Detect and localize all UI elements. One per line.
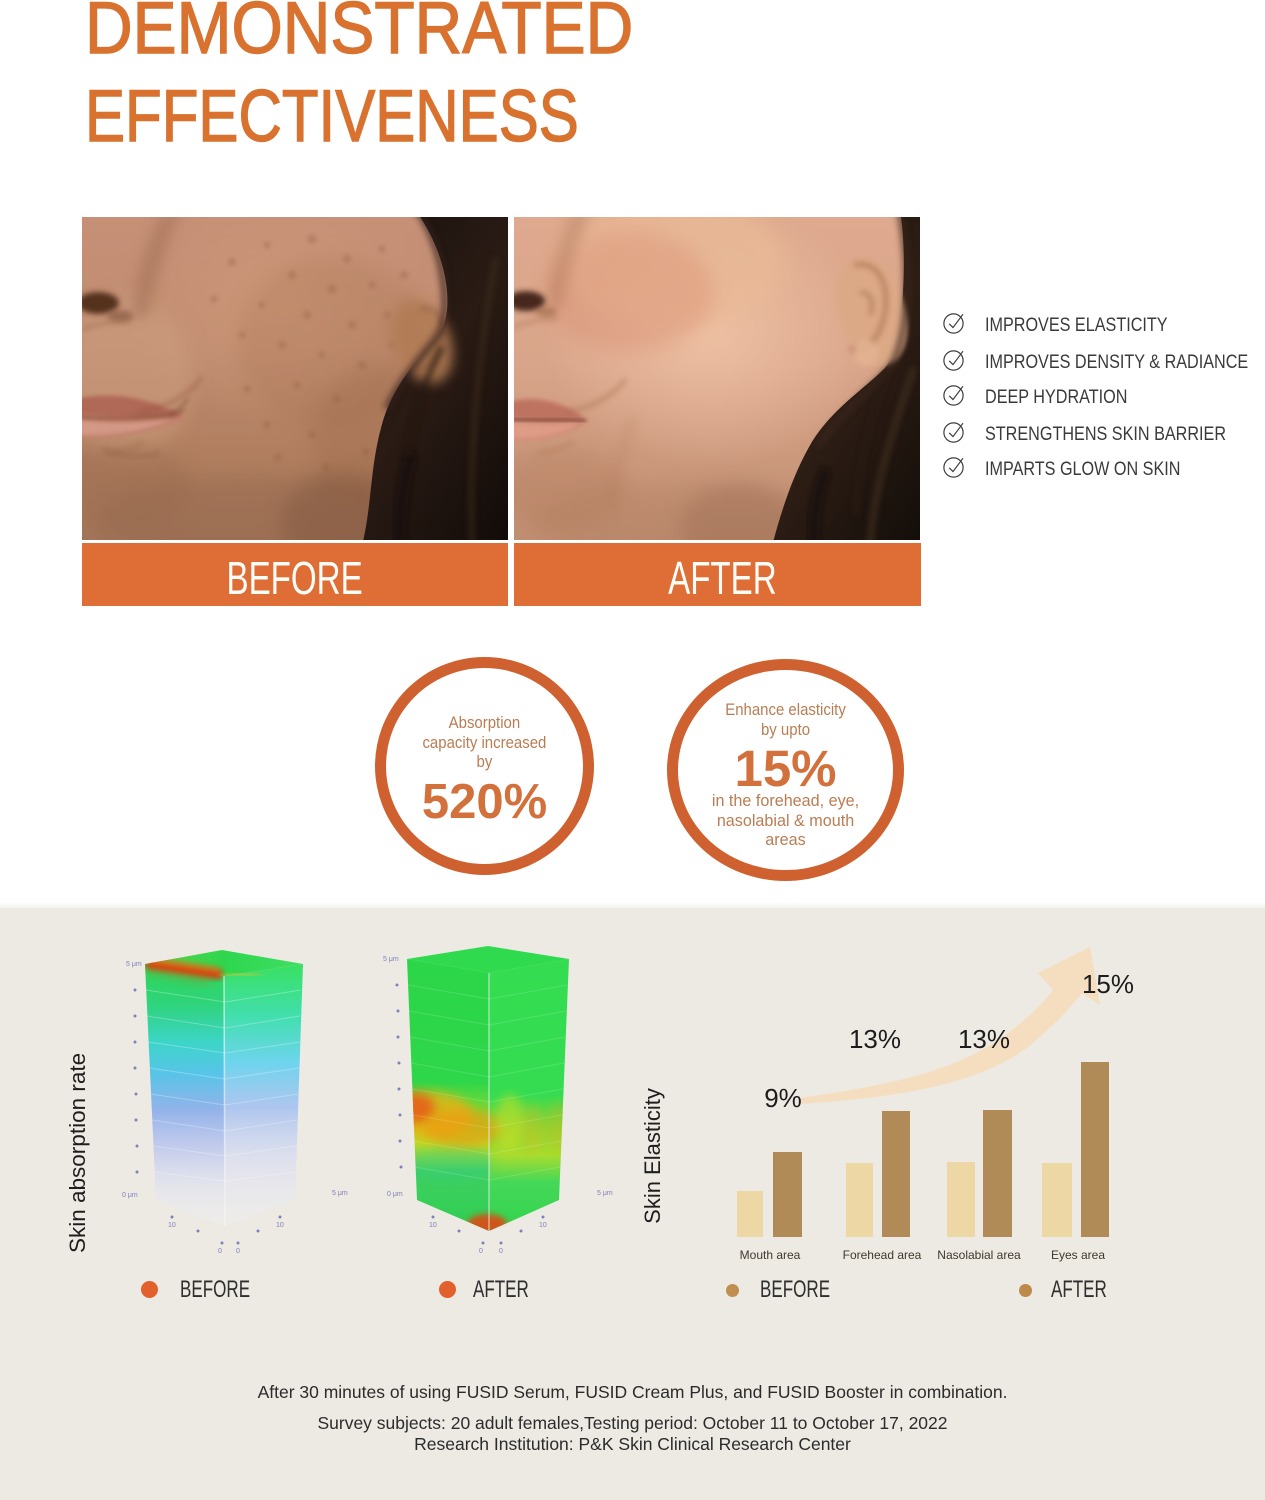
svg-text:5 μm: 5 μm [126,961,142,968]
svg-text:0 μm: 0 μm [122,1192,138,1199]
svg-text:0: 0 [479,1248,483,1255]
svg-text:0 μm: 0 μm [387,1191,403,1198]
svg-text:10: 10 [168,1222,176,1229]
svg-text:5 μm: 5 μm [597,1190,613,1197]
svg-text:10: 10 [539,1222,547,1229]
svg-text:0: 0 [499,1248,503,1255]
svg-text:5 μm: 5 μm [332,1190,348,1197]
svg-text:0: 0 [218,1248,222,1255]
svg-text:0: 0 [236,1248,240,1255]
svg-text:5 μm: 5 μm [383,956,399,963]
svg-text:10: 10 [429,1222,437,1229]
svg-text:10: 10 [276,1222,284,1229]
